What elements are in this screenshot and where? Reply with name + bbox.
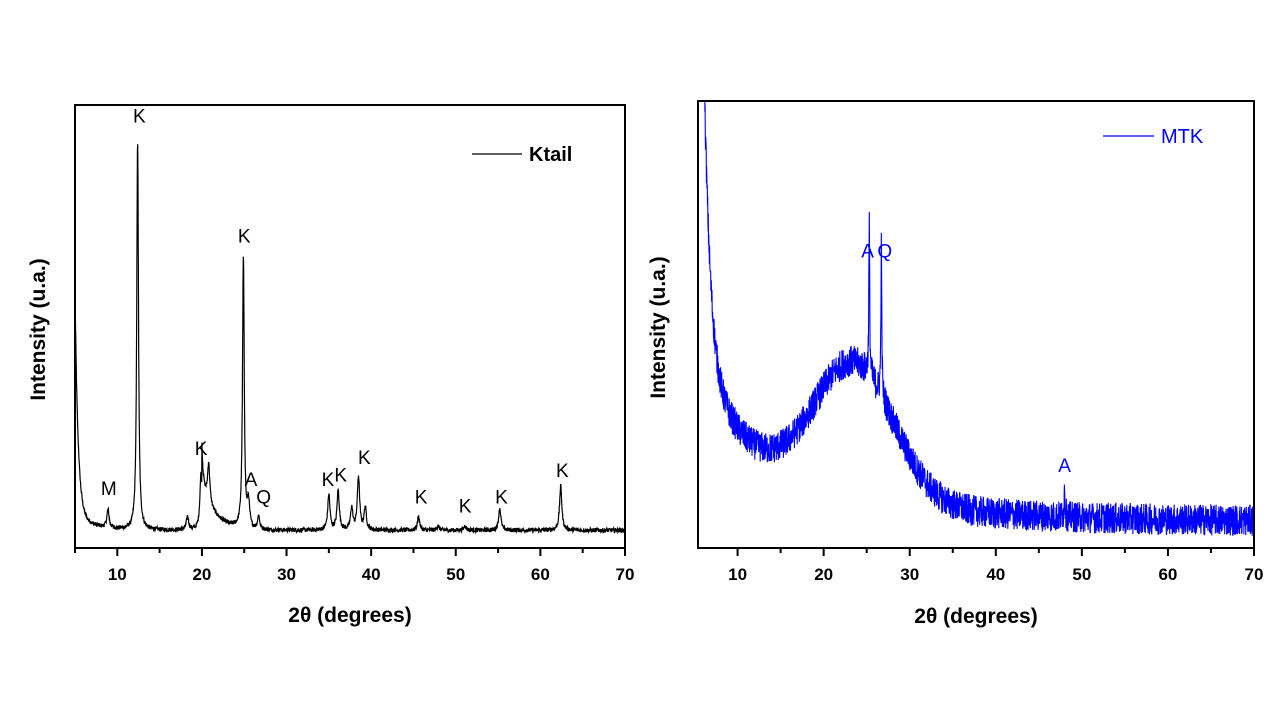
x-tick-label: 70 xyxy=(616,565,635,584)
x-axis-title: 2θ (degrees) xyxy=(914,605,1037,628)
peak-annotation: A xyxy=(861,241,874,262)
x-tick-label: 30 xyxy=(277,565,296,584)
legend-label: Ktail xyxy=(529,144,572,166)
series-line-ktail xyxy=(75,144,625,535)
x-tick-label: 30 xyxy=(900,565,919,584)
peak-annotation: K xyxy=(495,488,508,509)
peak-annotation: K xyxy=(322,470,335,491)
x-tick-label: 40 xyxy=(362,565,381,584)
peak-annotation: K xyxy=(415,488,428,509)
peak-annotation: K xyxy=(133,107,146,128)
x-tick-label: 10 xyxy=(728,565,747,584)
peak-annotation: K xyxy=(195,439,208,460)
x-tick-label: 70 xyxy=(1245,565,1264,584)
x-tick-label: 10 xyxy=(108,565,127,584)
peak-annotation: Q xyxy=(877,241,892,262)
series-line-mtk xyxy=(703,101,1254,536)
chart-2: 10 20 30 40 50 60 70 2θ (degrees) Intensity (u.a… xyxy=(647,100,1264,628)
legend-label: MTK xyxy=(1161,126,1204,148)
plot-frame xyxy=(697,100,1255,549)
peak-annotation: K xyxy=(556,461,569,482)
peak-annotation: Q xyxy=(256,488,271,509)
peak-annotation: K xyxy=(459,497,472,518)
x-axis-title: 2θ (degrees) xyxy=(288,604,411,627)
peak-annotation: K xyxy=(358,448,371,469)
peak-annotation: A xyxy=(245,470,258,491)
x-tick-label: 60 xyxy=(531,565,550,584)
chart-1: 10 20 30 40 50 60 70 2θ (degrees) Intensity (u.a… xyxy=(27,104,635,627)
y-axis-title: Intensity (u.a.) xyxy=(647,256,670,398)
x-tick-label: 20 xyxy=(814,565,833,584)
peak-annotation: K xyxy=(238,226,251,247)
peak-annotation: M xyxy=(101,479,117,500)
x-tick-label: 60 xyxy=(1158,565,1177,584)
peak-annotation: A xyxy=(1058,456,1071,477)
x-tick-label: 40 xyxy=(986,565,1005,584)
x-tick-label: 50 xyxy=(1072,565,1091,584)
plot-frame xyxy=(74,104,626,549)
x-tick-label: 50 xyxy=(446,565,465,584)
peak-annotation: K xyxy=(334,466,347,487)
x-tick-label: 20 xyxy=(192,565,211,584)
y-axis-title: Intensity (u.a.) xyxy=(27,258,50,400)
